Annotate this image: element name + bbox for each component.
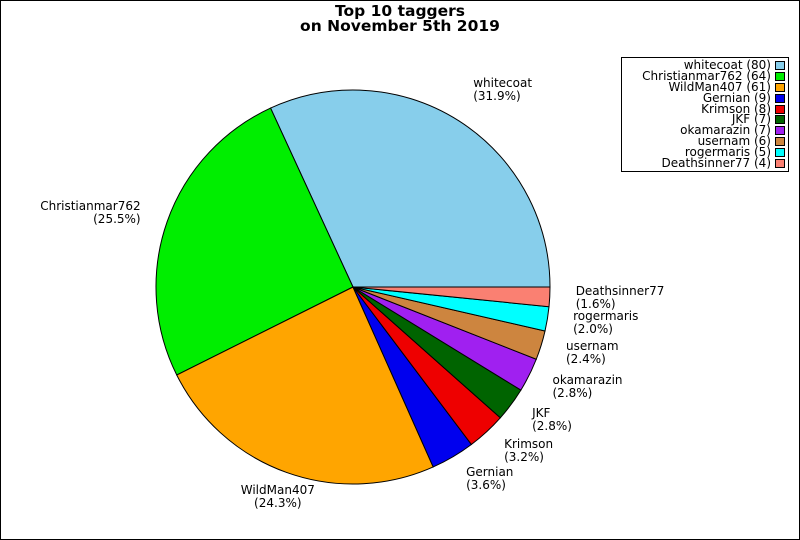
slice-label-name: rogermaris [573,309,639,324]
slice-label-percent: (31.9%) [473,89,521,104]
legend-color-swatch [775,93,785,103]
slice-label-name: whitecoat [473,76,533,91]
legend-color-swatch [775,60,785,70]
legend-item-label: rogermaris (5) [684,145,771,160]
slice-label-usernam: usernam (2.4%) [566,340,619,366]
legend-color-swatch [775,137,785,147]
legend-item-label: Gernian (9) [702,90,771,105]
legend-color-swatch [775,115,785,125]
slice-label-percent: (1.6%) [575,297,616,312]
slice-label-christianmar762: Christianmar762 (25.5%) [40,200,140,226]
legend: whitecoat (80) Christianmar762 (64) WildMa… [621,57,789,172]
legend-item: Deathsinner77 (4) [625,155,785,170]
legend-item: rogermaris (5) [625,145,785,160]
pie-slice-whitecoat [269,89,551,288]
legend-item-label: Krimson (8) [701,101,771,116]
legend-item-label: Christianmar762 (64) [642,68,771,83]
legend-item-label: Deathsinner77 (4) [661,155,771,170]
slice-label-name: JKF [532,405,551,420]
slice-label-wildman407: WildMan407 (24.3%) [240,482,315,510]
chart-title-line1: Top 10 taggers [334,2,466,20]
pie-slice-christianmar762 [155,107,354,376]
legend-item-label: JKF (7) [731,112,771,127]
legend-item-label: WildMan407 (61) [668,79,771,94]
chart-title-line2: on November 5th 2019 [300,16,500,35]
slice-label-percent: (2.8%) [532,418,572,433]
slice-label-name: Christianmar762 [40,199,141,214]
slice-label-name: Krimson [504,437,554,451]
slice-label-percent: (2.0%) [573,322,613,337]
legend-item: JKF (7) [625,112,785,127]
chart-title: Top 10 taggers on November 5th 2019 [1,4,799,33]
legend-item-label: whitecoat (80) [683,57,771,72]
legend-item: whitecoat (80) [625,57,785,72]
slice-label-whitecoat: whitecoat (31.9%) [473,77,532,103]
slice-label-name: okamarazin [552,372,623,387]
slice-label-percent: (25.5%) [93,212,141,227]
legend-color-swatch [775,158,785,168]
legend-color-swatch [775,148,785,158]
slice-label-percent: (24.3%) [254,495,302,510]
legend-item-label: usernam (6) [697,134,771,149]
pie-slice-deathsinner77 [352,286,551,308]
legend-color-swatch [775,71,785,81]
legend-item-label: okamarazin (7) [680,123,771,138]
legend-color-swatch [775,82,785,92]
pie-slice-wildman407 [176,286,434,485]
slice-label-okamarazin: okamarazin (2.8%) [552,372,623,400]
slice-label-rogermaris: rogermaris (2.0%) [573,310,638,336]
legend-item: Gernian (9) [625,90,785,105]
slice-label-name: usernam [566,339,619,353]
legend-item: WildMan407 (61) [625,79,785,94]
slice-label-gernian: Gernian (3.6%) [466,466,513,492]
legend-item: Krimson (8) [625,101,785,116]
slice-label-krimson: Krimson (3.2%) [504,438,553,464]
slice-label-name: Gernian [466,465,514,480]
slice-label-name: Deathsinner77 [575,284,665,299]
legend-item: usernam (6) [625,134,785,149]
legend-item: Christianmar762 (64) [625,68,785,83]
slice-label-deathsinner77: Deathsinner77 (1.6%) [576,285,665,311]
slice-label-percent: (3.6%) [466,478,506,493]
legend-color-swatch [775,104,785,114]
slice-label-percent: (3.2%) [504,450,544,464]
slice-label-percent: (2.8%) [552,385,593,400]
legend-item: okamarazin (7) [625,123,785,138]
legend-color-swatch [775,126,785,136]
slice-label-name: WildMan407 [240,482,315,497]
slice-label-percent: (2.4%) [566,352,606,366]
slice-label-jkf: JKF (2.8%) [532,405,572,433]
